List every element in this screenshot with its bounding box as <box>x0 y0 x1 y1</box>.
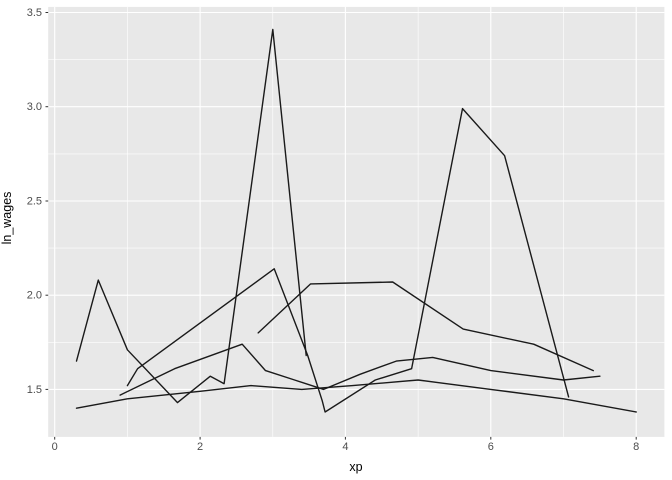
svg-text:2: 2 <box>197 441 203 453</box>
svg-text:6: 6 <box>488 441 494 453</box>
svg-text:2.0: 2.0 <box>27 290 42 302</box>
svg-text:xp: xp <box>349 460 362 474</box>
svg-text:1.5: 1.5 <box>27 384 42 396</box>
svg-text:3.0: 3.0 <box>27 101 42 113</box>
svg-text:ln_wages: ln_wages <box>0 192 14 245</box>
svg-text:8: 8 <box>633 441 639 453</box>
svg-text:0: 0 <box>52 441 58 453</box>
svg-text:4: 4 <box>342 441 348 453</box>
svg-text:2.5: 2.5 <box>27 196 42 208</box>
svg-text:3.5: 3.5 <box>27 7 42 19</box>
